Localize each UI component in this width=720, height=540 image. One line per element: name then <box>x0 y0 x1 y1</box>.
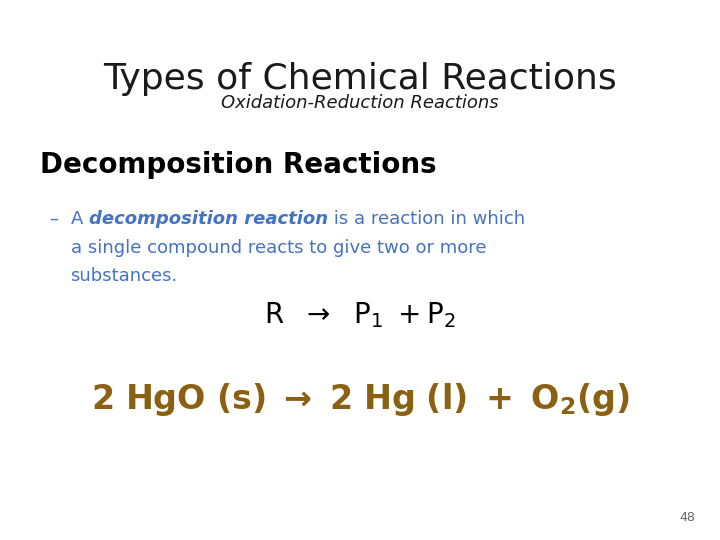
Text: Oxidation-Reduction Reactions: Oxidation-Reduction Reactions <box>221 94 499 112</box>
Text: –: – <box>49 210 58 227</box>
Text: decomposition reaction: decomposition reaction <box>89 210 328 227</box>
Text: is a reaction in which: is a reaction in which <box>328 210 525 227</box>
Text: 48: 48 <box>679 511 695 524</box>
Text: substances.: substances. <box>71 267 178 285</box>
Text: $\mathbf{2\ HgO\ (s)\ \rightarrow\ 2\ Hg\ (l)\ +\ O_2(g)}$: $\mathbf{2\ HgO\ (s)\ \rightarrow\ 2\ Hg… <box>91 381 629 418</box>
Text: Decomposition Reactions: Decomposition Reactions <box>40 151 436 179</box>
Text: Types of Chemical Reactions: Types of Chemical Reactions <box>103 62 617 96</box>
Text: $\mathrm{R}\ \ \rightarrow\ \ \mathrm{P}_1\ +\mathrm{P}_2$: $\mathrm{R}\ \ \rightarrow\ \ \mathrm{P}… <box>264 300 456 329</box>
Text: a single compound reacts to give two or more: a single compound reacts to give two or … <box>71 239 486 256</box>
Text: A: A <box>71 210 89 227</box>
